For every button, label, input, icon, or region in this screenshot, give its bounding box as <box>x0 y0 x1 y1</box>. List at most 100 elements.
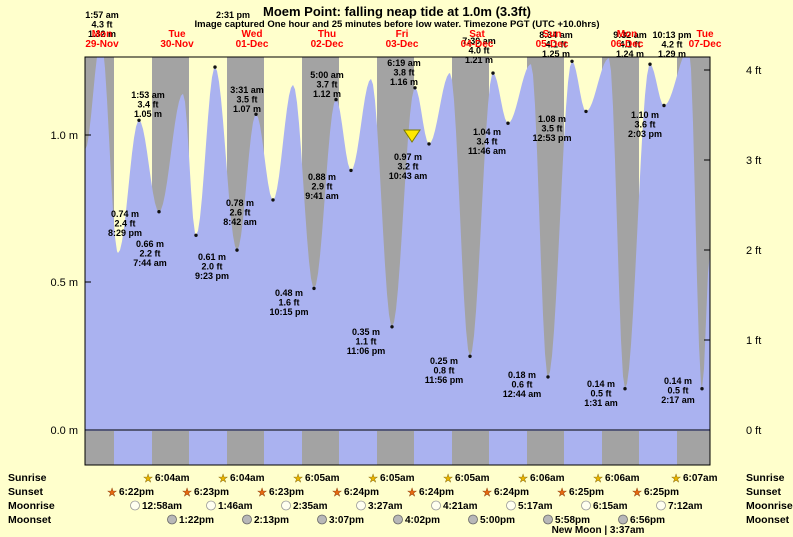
night-band-lower <box>152 431 189 465</box>
sunrise-star-icon: ★ <box>443 473 453 485</box>
night-band-lower <box>527 431 564 465</box>
moonset-time: 4:02pm <box>405 515 440 526</box>
tide-point-dot <box>271 198 275 202</box>
moonrise-icon <box>356 500 366 511</box>
tide-point-dot <box>427 142 431 146</box>
sunrise-time: 6:04am <box>155 473 190 484</box>
tide-point-dot <box>662 103 666 108</box>
sunrise-star-icon: ★ <box>143 473 153 485</box>
sunset-time: 6:24pm <box>494 487 529 498</box>
tide-annotation-line: 3:31 am <box>230 85 264 95</box>
axis-label-right: 3 ft <box>746 155 761 167</box>
tide-annotation-line: 3.4 ft <box>476 137 497 147</box>
sunset-star-icon: ★ <box>407 487 417 499</box>
tide-annotation-line: 0.97 m <box>394 152 422 162</box>
night-band-lower <box>677 431 710 465</box>
axis-label-right: 1 ft <box>746 335 761 347</box>
sunset-star-icon: ★ <box>182 487 192 499</box>
day-name-label: Tue <box>168 29 185 40</box>
day-name-label: Wed <box>242 29 263 40</box>
tide-point-dot <box>390 325 394 329</box>
day-name-label: Tue <box>696 29 713 40</box>
night-band-lower <box>85 431 114 465</box>
axis-label-left: 0.5 m <box>50 277 78 289</box>
tide-annotation-line: 11:06 pm <box>347 346 386 356</box>
tide-annotation-line: 0.18 m <box>508 370 536 380</box>
chart-title: Moem Point: falling neap tide at 1.0m (3… <box>263 4 531 19</box>
tide-annotation-line: 3.2 ft <box>397 162 418 172</box>
tide-annotation-line: 1.04 m <box>473 127 501 137</box>
day-date-label: 01-Dec <box>236 39 269 50</box>
sunset-time: 6:25pm <box>569 487 604 498</box>
moonset-icon <box>468 514 478 525</box>
tide-annotation-line: 5:00 am <box>310 70 344 80</box>
tide-point-dot <box>349 168 353 173</box>
sunset-star-icon: ★ <box>632 487 642 499</box>
moonset-time: 3:07pm <box>329 515 364 526</box>
day-date-label: 03-Dec <box>386 39 419 50</box>
tide-annotation-line: 2:03 pm <box>628 129 662 139</box>
moonset-icon <box>393 514 403 525</box>
tide-annotation-line: 3.8 ft <box>393 68 414 78</box>
day-date-label: 04-Dec <box>461 39 494 50</box>
moonrise-icon <box>506 500 516 511</box>
tide-annotation-line: 2.0 ft <box>201 262 222 272</box>
sun-moon-rows: ★ 6:04am ★ 6:04am ★ 6:05am ★ 6:05am ★ 6:05am ★ 6:06… <box>107 473 718 526</box>
moonset-icon <box>317 514 327 525</box>
tide-annotation-line: 1.10 m <box>631 110 659 120</box>
tide-point-dot <box>254 112 258 117</box>
tide-annotation-line: 0.25 m <box>430 356 458 366</box>
tide-water-area <box>85 57 710 465</box>
tide-annotation-line: 7:44 am <box>133 258 167 268</box>
tide-annotation-line: 0.61 m <box>198 252 226 262</box>
axis-label-left: 1.0 m <box>50 130 78 142</box>
day-date-label: 05-Dec <box>536 39 569 50</box>
moonrise-icon <box>281 500 291 511</box>
moonset-time: 2:13pm <box>254 515 289 526</box>
moonset-time: 5:00pm <box>480 515 515 526</box>
moonset-time: 6:56pm <box>630 515 665 526</box>
tide-point-dot <box>700 387 704 391</box>
moonrise-row-label: Moonrise <box>8 500 55 512</box>
tide-annotation-line: 4.0 ft <box>468 46 489 56</box>
tide-point-dot <box>491 71 495 75</box>
moonrise-row-label: Moonrise <box>746 500 793 512</box>
tide-annotation-line: 0.88 m <box>308 172 336 182</box>
tide-point-dot <box>137 118 141 123</box>
night-band-lower <box>302 431 339 465</box>
moonset-icon <box>618 514 628 525</box>
tide-annotation-line: 0.8 ft <box>433 366 454 376</box>
sunset-star-icon: ★ <box>557 487 567 499</box>
tide-annotation-line: 1.21 m <box>465 55 493 65</box>
tide-annotation-line: 7:30 am <box>462 36 496 46</box>
moonset-time: 1:22pm <box>179 515 214 526</box>
day-labels: Mon29-NovTue30-NovWed01-DecThu02-DecFri0… <box>85 29 722 50</box>
moonrise-time: 6:15am <box>593 501 628 512</box>
tide-point-dot <box>468 354 472 358</box>
tide-annotation-line: 6:19 am <box>387 58 421 68</box>
moonset-row-label: Moonset <box>8 514 52 526</box>
moonset-icon <box>543 514 553 525</box>
tide-annotation-line: 10:43 am <box>389 171 428 181</box>
tide-annotation-line: 0.78 m <box>226 198 254 208</box>
sunset-time: 6:24pm <box>419 487 454 498</box>
tide-annotation-line: 2.2 ft <box>139 249 160 259</box>
day-name-label: Sun <box>543 29 562 40</box>
left-axis-labels: 1.0 m 0.5 m 0.0 m <box>50 130 78 437</box>
tide-annotation-line: 9:32 am <box>613 30 647 40</box>
axis-ticks <box>85 69 710 431</box>
tide-annotation-line: 10:13 pm <box>652 30 691 40</box>
tide-annotation-line: 4.3 ft <box>91 20 112 30</box>
tide-annotation-line: 3.5 ft <box>236 95 257 105</box>
tide-annotation-line: 8:29 pm <box>108 228 142 238</box>
day-name-label: Mon <box>617 29 638 40</box>
moonrise-time: 4:21am <box>443 501 478 512</box>
day-name-label: Sat <box>469 29 485 40</box>
tide-annotation-line: 11:56 pm <box>425 375 464 385</box>
tide-annotation-line: 1:57 am <box>85 10 119 20</box>
sunrise-star-icon: ★ <box>218 473 228 485</box>
axis-label-left: 0.0 m <box>50 425 78 437</box>
moonset-row-label: Moonset <box>746 514 790 526</box>
tide-annotation-line: 3.5 ft <box>541 124 562 134</box>
moonrise-icon <box>431 500 441 511</box>
